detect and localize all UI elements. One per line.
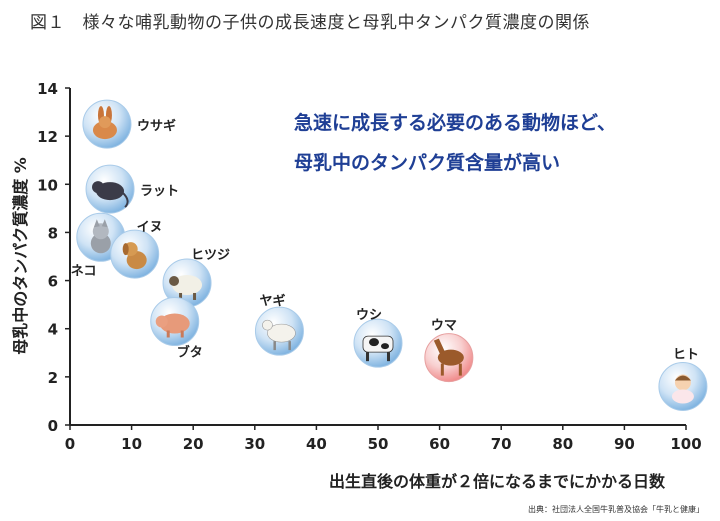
point-label: ブタ [177, 344, 203, 360]
pig-icon [155, 313, 190, 338]
point-label: ウシ [356, 308, 382, 323]
x-tick-label: 90 [614, 435, 635, 453]
x-tick-label: 0 [65, 435, 75, 453]
data-point-sheep: ヒツジ [162, 248, 230, 308]
point-label: ヒツジ [191, 248, 230, 263]
data-point-human-baby: ヒト [658, 347, 708, 411]
data-point-horse: ウマ [424, 319, 474, 383]
data-point-dog: イヌ [110, 220, 163, 279]
dog-icon [122, 242, 147, 270]
x-tick-label: 20 [183, 435, 204, 453]
goat-icon [262, 319, 296, 351]
point-label: ヤギ [259, 293, 285, 309]
y-tick-label: 4 [48, 321, 58, 339]
cat-icon [90, 219, 111, 254]
point-label: ネコ [71, 264, 97, 279]
point-label: ラット [140, 184, 179, 199]
data-point-cow: ウシ [353, 308, 403, 368]
cow-icon [362, 335, 394, 362]
source-citation: 出典：社団法人全国牛乳普及協会「牛乳と健康」 [528, 505, 704, 514]
data-point-goat: ヤギ [254, 293, 304, 356]
point-label: ウマ [431, 319, 457, 334]
y-tick-label: 8 [48, 224, 58, 242]
data-point-rabbit: ウサギ [82, 99, 176, 149]
rabbit-icon [92, 106, 117, 140]
y-tick-label: 10 [37, 176, 58, 194]
y-tick-label: 12 [37, 128, 58, 146]
y-tick-label: 14 [37, 80, 58, 98]
y-axis-label: 母乳中のタンパク質濃度 % [11, 157, 30, 355]
point-label: ウサギ [137, 118, 176, 134]
x-axis-label: 出生直後の体重が２倍になるまでにかかる日数 [329, 472, 666, 491]
annotation-line-2: 母乳中のタンパク質含量が高い [294, 152, 561, 174]
annotation-line-1: 急速に成長する必要のある動物ほど、 [294, 112, 617, 134]
chart-axes: 0 10 20 30 40 50 60 70 80 90 100 0 2 4 6 8 10 12 14 出生直後の体重… [11, 80, 702, 491]
x-tick-label: 70 [491, 435, 512, 453]
sheep-icon [169, 274, 203, 300]
point-label: イヌ [137, 220, 163, 235]
y-tick-label: 2 [48, 369, 58, 387]
human-baby-icon [671, 374, 694, 404]
point-label: ヒト [673, 347, 699, 362]
x-tick-label: 10 [121, 435, 142, 453]
rat-icon [92, 181, 129, 208]
figure-title: 図１ 様々な哺乳動物の子供の成長速度と母乳中タンパク質濃度の関係 [30, 13, 590, 33]
y-tick-label: 0 [48, 417, 58, 435]
horse-icon [433, 338, 464, 376]
x-tick-label: 80 [552, 435, 573, 453]
data-point-pig: ブタ [150, 296, 203, 360]
x-tick-label: 60 [429, 435, 450, 453]
x-tick-label: 50 [368, 435, 389, 453]
x-tick-label: 30 [244, 435, 265, 453]
x-tick-label: 40 [306, 435, 327, 453]
data-point-rat: ラット [85, 164, 179, 214]
y-tick-label: 6 [48, 273, 58, 291]
x-tick-label: 100 [670, 435, 701, 453]
